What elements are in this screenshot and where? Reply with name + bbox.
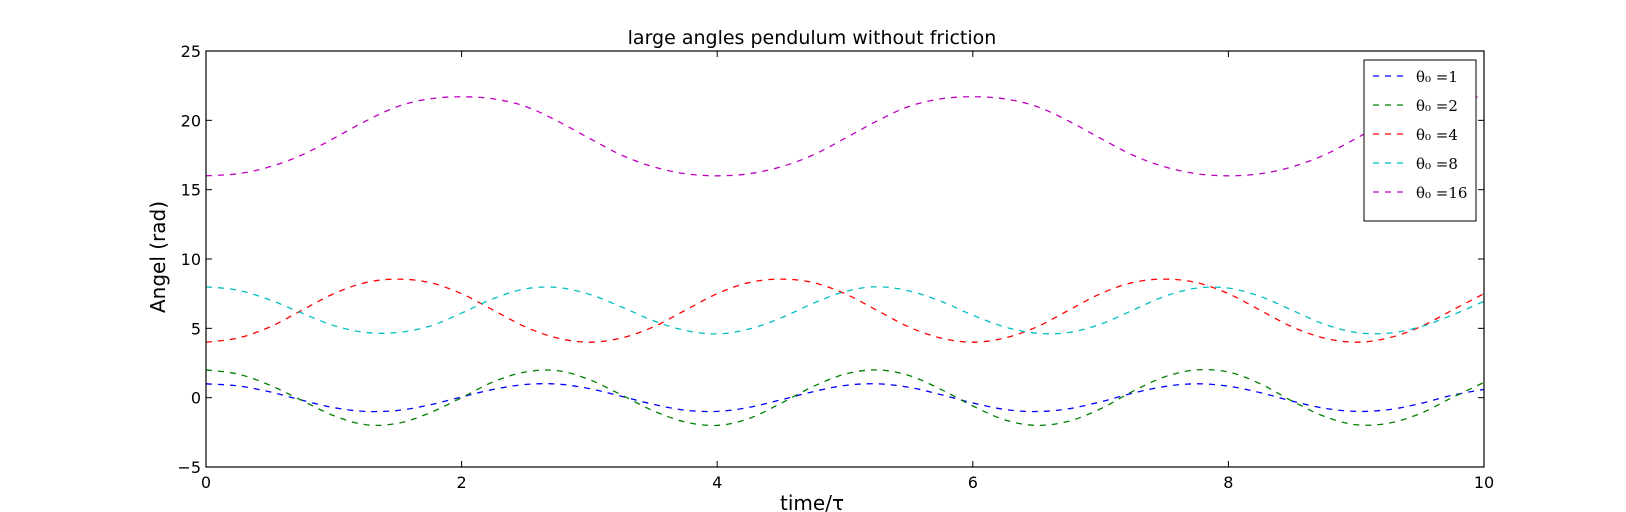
y-tick-label: −5 <box>177 458 201 477</box>
y-tick-label: 5 <box>191 319 201 338</box>
y-tick-label: 20 <box>181 111 201 130</box>
legend-label-1: θ₀ =2 <box>1416 97 1458 115</box>
x-tick-label: 4 <box>712 473 722 492</box>
x-axis-label: time/τ <box>780 491 844 512</box>
series-line-4 <box>206 96 1484 177</box>
x-tick-label: 0 <box>201 473 211 492</box>
series-line-0 <box>206 383 1484 413</box>
legend: θ₀ =1 θ₀ =2 θ₀ =4 θ₀ =8 θ₀ =16 <box>1363 59 1477 222</box>
series-lines <box>206 96 1484 427</box>
x-tick-label: 10 <box>1474 473 1494 492</box>
chart-title: large angles pendulum without friction <box>628 27 997 49</box>
legend-label-3: θ₀ =8 <box>1416 155 1458 173</box>
x-tick-label: 8 <box>1223 473 1233 492</box>
series-line-2 <box>206 278 1484 343</box>
y-tick-label: 15 <box>181 181 201 200</box>
legend-label-0: θ₀ =1 <box>1416 68 1458 86</box>
x-tick-label: 6 <box>968 473 978 492</box>
y-tick-label: 10 <box>181 250 201 269</box>
legend-box <box>1363 59 1477 222</box>
series-line-1 <box>206 368 1484 427</box>
y-axis-label: Angel (rad) <box>146 201 170 313</box>
y-tick-label: 25 <box>181 42 201 61</box>
legend-label-4: θ₀ =16 <box>1416 184 1467 202</box>
legend-label-2: θ₀ =4 <box>1416 126 1458 144</box>
x-tick-label: 2 <box>457 473 467 492</box>
y-tick-label: 0 <box>191 389 201 408</box>
